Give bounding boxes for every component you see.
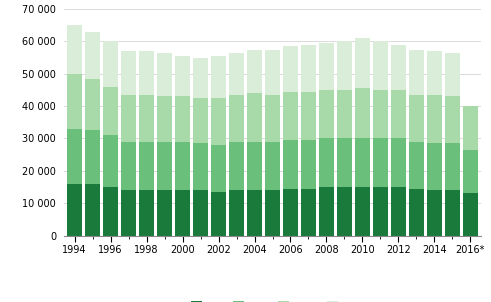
- Bar: [319, 90, 334, 139]
- Bar: [283, 140, 298, 189]
- Bar: [355, 38, 370, 88]
- Bar: [265, 50, 280, 95]
- Bar: [283, 92, 298, 140]
- Bar: [85, 32, 100, 79]
- Bar: [85, 79, 100, 130]
- Bar: [427, 143, 441, 190]
- Bar: [391, 139, 406, 187]
- Bar: [67, 25, 82, 74]
- Bar: [391, 45, 406, 90]
- Bar: [445, 190, 460, 236]
- Bar: [445, 143, 460, 190]
- Bar: [247, 50, 262, 93]
- Bar: [104, 187, 118, 236]
- Bar: [121, 51, 136, 95]
- Bar: [265, 142, 280, 190]
- Bar: [427, 190, 441, 236]
- Bar: [319, 139, 334, 187]
- Bar: [463, 194, 478, 236]
- Bar: [337, 41, 352, 90]
- Bar: [373, 187, 387, 236]
- Bar: [121, 142, 136, 190]
- Bar: [391, 90, 406, 139]
- Bar: [211, 145, 226, 192]
- Bar: [409, 95, 424, 142]
- Bar: [445, 96, 460, 143]
- Bar: [355, 139, 370, 187]
- Bar: [85, 184, 100, 236]
- Bar: [247, 190, 262, 236]
- Bar: [301, 45, 316, 92]
- Bar: [158, 96, 172, 142]
- Bar: [229, 95, 244, 142]
- Bar: [121, 190, 136, 236]
- Bar: [355, 187, 370, 236]
- Bar: [427, 95, 441, 143]
- Bar: [247, 93, 262, 142]
- Bar: [211, 192, 226, 236]
- Bar: [193, 190, 208, 236]
- Bar: [319, 187, 334, 236]
- Bar: [301, 189, 316, 236]
- Bar: [337, 187, 352, 236]
- Bar: [175, 96, 190, 142]
- Bar: [211, 56, 226, 98]
- Bar: [67, 129, 82, 184]
- Bar: [139, 51, 154, 95]
- Bar: [283, 189, 298, 236]
- Bar: [193, 58, 208, 98]
- Bar: [158, 190, 172, 236]
- Bar: [229, 142, 244, 190]
- Bar: [409, 189, 424, 236]
- Bar: [175, 142, 190, 190]
- Bar: [158, 53, 172, 96]
- Bar: [247, 142, 262, 190]
- Bar: [193, 98, 208, 143]
- Bar: [193, 143, 208, 190]
- Bar: [175, 190, 190, 236]
- Bar: [355, 88, 370, 139]
- Bar: [104, 135, 118, 187]
- Bar: [104, 41, 118, 87]
- Bar: [391, 187, 406, 236]
- Bar: [373, 139, 387, 187]
- Bar: [463, 106, 478, 150]
- Bar: [409, 50, 424, 95]
- Bar: [301, 92, 316, 140]
- Bar: [229, 190, 244, 236]
- Bar: [409, 142, 424, 189]
- Bar: [337, 90, 352, 139]
- Bar: [139, 142, 154, 190]
- Bar: [67, 74, 82, 129]
- Bar: [463, 150, 478, 194]
- Bar: [265, 190, 280, 236]
- Legend: I, II, III, IV: I, II, III, IV: [186, 297, 359, 302]
- Bar: [229, 53, 244, 95]
- Bar: [319, 43, 334, 90]
- Bar: [283, 46, 298, 92]
- Bar: [121, 95, 136, 142]
- Bar: [67, 184, 82, 236]
- Bar: [337, 139, 352, 187]
- Bar: [427, 51, 441, 95]
- Bar: [373, 90, 387, 139]
- Bar: [139, 190, 154, 236]
- Bar: [104, 87, 118, 135]
- Bar: [445, 53, 460, 96]
- Bar: [265, 95, 280, 142]
- Bar: [139, 95, 154, 142]
- Bar: [373, 41, 387, 90]
- Bar: [175, 56, 190, 96]
- Bar: [211, 98, 226, 145]
- Bar: [301, 140, 316, 189]
- Bar: [158, 142, 172, 190]
- Bar: [85, 130, 100, 184]
